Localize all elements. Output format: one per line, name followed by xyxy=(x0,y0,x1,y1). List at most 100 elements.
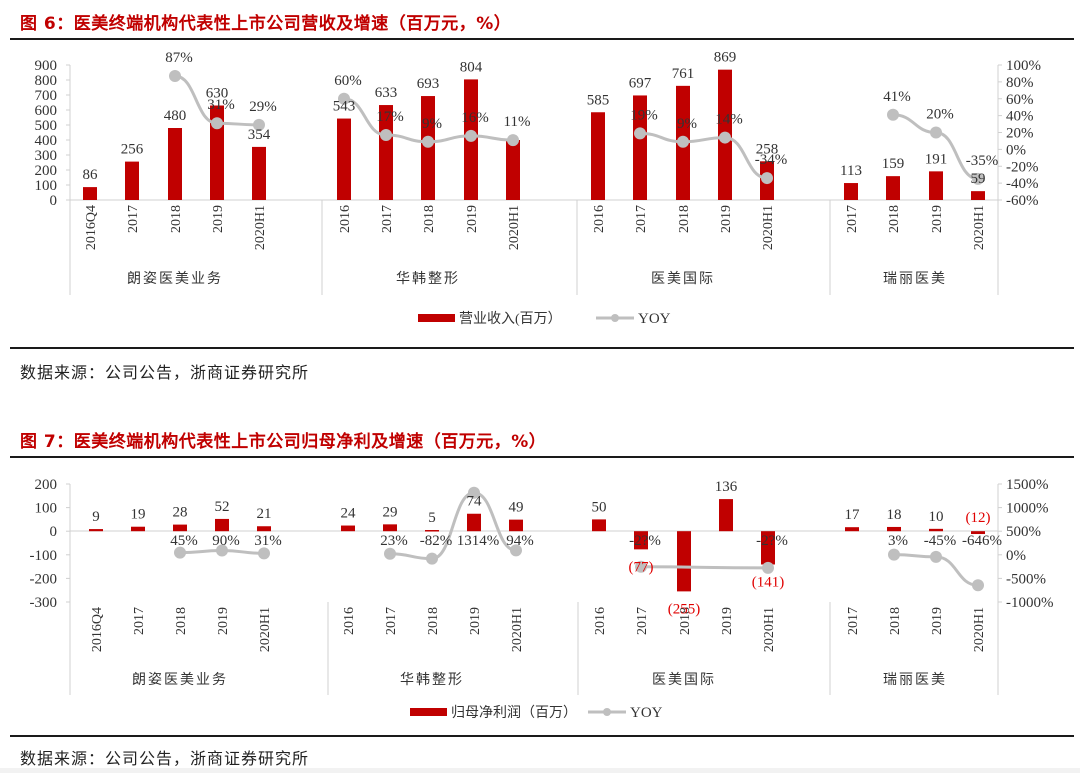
svg-text:2017: 2017 xyxy=(384,607,399,635)
svg-text:2019: 2019 xyxy=(720,607,735,635)
svg-text:100: 100 xyxy=(35,178,58,194)
svg-text:2016: 2016 xyxy=(342,607,357,635)
svg-text:50: 50 xyxy=(592,499,607,515)
svg-text:900: 900 xyxy=(35,58,58,74)
svg-text:2020H1: 2020H1 xyxy=(761,205,776,250)
svg-text:2020H1: 2020H1 xyxy=(510,607,525,652)
svg-text:0: 0 xyxy=(50,193,58,209)
svg-text:2016Q4: 2016Q4 xyxy=(90,607,105,652)
svg-text:2016: 2016 xyxy=(592,205,607,233)
svg-text:100: 100 xyxy=(35,501,58,517)
svg-text:YOY: YOY xyxy=(638,311,671,327)
svg-text:2018: 2018 xyxy=(678,607,693,635)
svg-text:31%: 31% xyxy=(207,97,235,113)
revenue-chart: 9008007006005004003002001000100%80%60%40… xyxy=(35,50,1042,327)
figure-6-top-rule xyxy=(10,38,1074,40)
svg-text:16%: 16% xyxy=(461,110,489,126)
svg-text:2016: 2016 xyxy=(593,607,608,635)
svg-text:87%: 87% xyxy=(165,50,193,66)
svg-text:2018: 2018 xyxy=(422,205,437,233)
svg-text:14%: 14% xyxy=(715,112,743,128)
svg-text:10: 10 xyxy=(929,509,944,525)
svg-text:(12): (12) xyxy=(966,510,991,526)
svg-text:630: 630 xyxy=(206,86,229,102)
svg-text:600: 600 xyxy=(35,103,58,119)
svg-text:354: 354 xyxy=(248,127,271,143)
svg-text:2019: 2019 xyxy=(930,607,945,635)
svg-text:480: 480 xyxy=(164,108,187,124)
svg-text:80%: 80% xyxy=(1006,75,1034,91)
svg-text:YOY: YOY xyxy=(630,705,663,721)
svg-text:2019: 2019 xyxy=(211,205,226,233)
svg-text:2019: 2019 xyxy=(719,205,734,233)
svg-text:100%: 100% xyxy=(1006,58,1041,74)
svg-text:200: 200 xyxy=(35,477,58,493)
svg-text:18: 18 xyxy=(887,507,902,523)
svg-text:258: 258 xyxy=(756,141,779,157)
svg-text:191: 191 xyxy=(925,151,948,167)
figure-7-bottom-rule xyxy=(10,735,1074,737)
svg-text:(77): (77) xyxy=(629,559,654,575)
svg-text:9%: 9% xyxy=(677,116,697,132)
page-footer-strip xyxy=(0,768,1080,773)
svg-text:2018: 2018 xyxy=(887,205,902,233)
svg-text:营业收入(百万）: 营业收入(百万） xyxy=(459,311,562,327)
svg-text:11%: 11% xyxy=(504,114,531,130)
svg-text:500: 500 xyxy=(35,118,58,134)
svg-text:2016Q4: 2016Q4 xyxy=(84,205,99,250)
svg-text:200: 200 xyxy=(35,163,58,179)
svg-text:2019: 2019 xyxy=(465,205,480,233)
svg-text:1314%: 1314% xyxy=(457,533,500,549)
svg-text:74: 74 xyxy=(467,494,483,510)
svg-text:869: 869 xyxy=(714,50,737,66)
svg-text:633: 633 xyxy=(375,85,398,101)
svg-text:697: 697 xyxy=(629,75,652,91)
svg-text:23%: 23% xyxy=(380,533,408,549)
svg-text:1000%: 1000% xyxy=(1006,501,1049,517)
svg-text:2020H1: 2020H1 xyxy=(507,205,522,250)
svg-text:3%: 3% xyxy=(888,533,908,549)
svg-text:-100: -100 xyxy=(30,548,58,564)
svg-text:归母净利润（百万）: 归母净利润（百万） xyxy=(451,704,577,721)
svg-text:0%: 0% xyxy=(1006,142,1026,158)
svg-text:医美国际: 医美国际 xyxy=(651,271,715,287)
svg-text:31%: 31% xyxy=(254,533,282,549)
svg-text:49: 49 xyxy=(509,500,524,516)
svg-text:2020H1: 2020H1 xyxy=(253,205,268,250)
svg-text:2016: 2016 xyxy=(338,205,353,233)
svg-text:华韩整形: 华韩整形 xyxy=(400,672,464,688)
svg-text:华韩整形: 华韩整形 xyxy=(396,271,460,287)
svg-text:543: 543 xyxy=(333,99,356,115)
svg-text:400: 400 xyxy=(35,133,58,149)
svg-text:17: 17 xyxy=(845,507,861,523)
svg-text:-45%: -45% xyxy=(924,533,957,549)
svg-text:2019: 2019 xyxy=(216,607,231,635)
svg-text:159: 159 xyxy=(882,156,905,172)
svg-text:0%: 0% xyxy=(1006,548,1026,564)
svg-text:朗姿医美业务: 朗姿医美业务 xyxy=(132,672,228,688)
svg-text:19%: 19% xyxy=(630,107,658,123)
svg-text:2018: 2018 xyxy=(169,205,184,233)
svg-text:45%: 45% xyxy=(170,533,198,549)
svg-text:-40%: -40% xyxy=(1006,176,1039,192)
svg-text:-2?%: -2?% xyxy=(629,533,661,549)
svg-text:17%: 17% xyxy=(376,109,404,125)
svg-text:40%: 40% xyxy=(1006,109,1034,125)
svg-text:500%: 500% xyxy=(1006,524,1041,540)
svg-text:2018: 2018 xyxy=(426,607,441,635)
svg-text:-1000%: -1000% xyxy=(1006,595,1054,611)
figure-7-title: 图 7：医美终端机构代表性上市公司归母净利及增速（百万元，%） xyxy=(20,432,547,452)
svg-text:-500%: -500% xyxy=(1006,571,1046,587)
svg-text:90%: 90% xyxy=(212,533,240,549)
svg-text:-20%: -20% xyxy=(1006,159,1039,175)
svg-text:2017: 2017 xyxy=(634,205,649,233)
svg-text:朗姿医美业务: 朗姿医美业务 xyxy=(127,271,223,287)
svg-text:693: 693 xyxy=(417,76,440,92)
svg-text:2018: 2018 xyxy=(174,607,189,635)
svg-text:瑞丽医美: 瑞丽医美 xyxy=(883,672,947,688)
svg-text:2020H1: 2020H1 xyxy=(972,205,987,250)
svg-text:585: 585 xyxy=(587,92,610,108)
svg-text:804: 804 xyxy=(460,59,483,75)
svg-text:2017: 2017 xyxy=(845,205,860,233)
svg-text:0: 0 xyxy=(50,524,58,540)
